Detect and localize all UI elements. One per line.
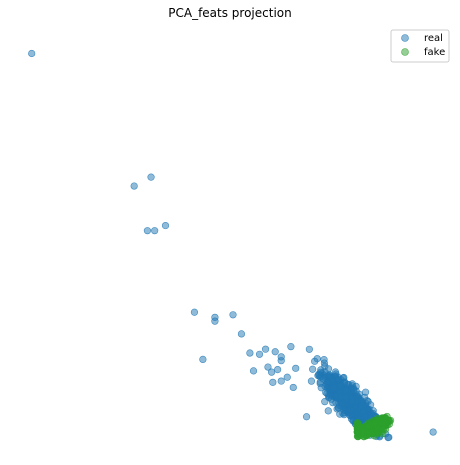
point-real-outlier-712 [246, 349, 254, 357]
point-real-outlier-719 [249, 367, 258, 375]
point-real-outlier-726 [277, 377, 285, 385]
point-real-outlier-708 [211, 317, 219, 325]
point-real-outlier-706 [190, 308, 199, 316]
point-real-outlier-721 [267, 368, 276, 376]
point-real-cluster-699 [341, 393, 350, 401]
point-real-outlier-711 [199, 355, 207, 364]
legend: real fake [390, 29, 450, 63]
point-real-outlier-702 [147, 173, 155, 181]
point-real-outlier-728 [302, 413, 311, 421]
point-real-cluster-658 [311, 357, 319, 365]
point-real-cluster-521 [324, 407, 332, 415]
point-real-outlier-723 [283, 373, 291, 381]
point-real-outlier-715 [271, 348, 279, 356]
point-real-cluster-667 [338, 399, 346, 407]
point-real-cluster-175 [305, 345, 313, 353]
point-real-cluster-654 [334, 376, 342, 384]
point-real-cluster-681 [336, 410, 344, 418]
legend-label-real: real [424, 33, 443, 44]
point-real-cluster-695 [357, 402, 365, 410]
point-real-cluster-688 [341, 379, 349, 387]
point-real-outlier-710 [237, 330, 246, 338]
point-real-cluster-560 [315, 370, 323, 378]
point-real-cluster-314 [320, 356, 328, 364]
point-real-outlier-714 [261, 345, 270, 353]
point-real-outlier-701 [130, 182, 138, 190]
point-real-cluster-690 [327, 395, 336, 403]
point-real-outlier-709 [229, 311, 237, 319]
point-real-cluster-417 [309, 365, 317, 373]
point-fake-cluster-399 [368, 428, 376, 436]
point-real-outlier-725 [269, 378, 277, 386]
point-real-cluster-694 [342, 386, 350, 394]
point-real-outlier-724 [292, 364, 300, 372]
point-real-cluster-697 [330, 384, 338, 392]
legend-marker-fake [401, 48, 409, 56]
point-real-outlier-705 [161, 221, 170, 230]
legend-label-fake: fake [424, 47, 445, 58]
point-real-outlier-718 [287, 343, 295, 351]
point-real-cluster-297 [321, 398, 329, 406]
point-real-cluster-443 [307, 377, 316, 385]
chart-title: PCA_feats projection [168, 6, 292, 20]
points-layer [28, 49, 437, 442]
point-real-outlier-704 [151, 227, 159, 235]
point-real-outlier-722 [274, 366, 282, 374]
point-real-outlier-729 [429, 428, 437, 436]
point-real-outlier-713 [255, 350, 264, 358]
point-real-outlier-720 [264, 363, 272, 371]
point-fake-edge-424 [353, 419, 362, 427]
legend-marker-real [401, 34, 409, 42]
point-real-outlier-700 [28, 49, 36, 58]
point-real-cluster-692 [348, 398, 356, 406]
point-real-cluster-668 [324, 377, 332, 386]
point-fake-cluster-394 [378, 420, 387, 428]
point-fake-cluster-398 [366, 422, 374, 430]
point-real-outlier-703 [143, 227, 152, 235]
point-real-outlier-717 [277, 357, 285, 365]
point-real-outlier-727 [289, 383, 297, 392]
